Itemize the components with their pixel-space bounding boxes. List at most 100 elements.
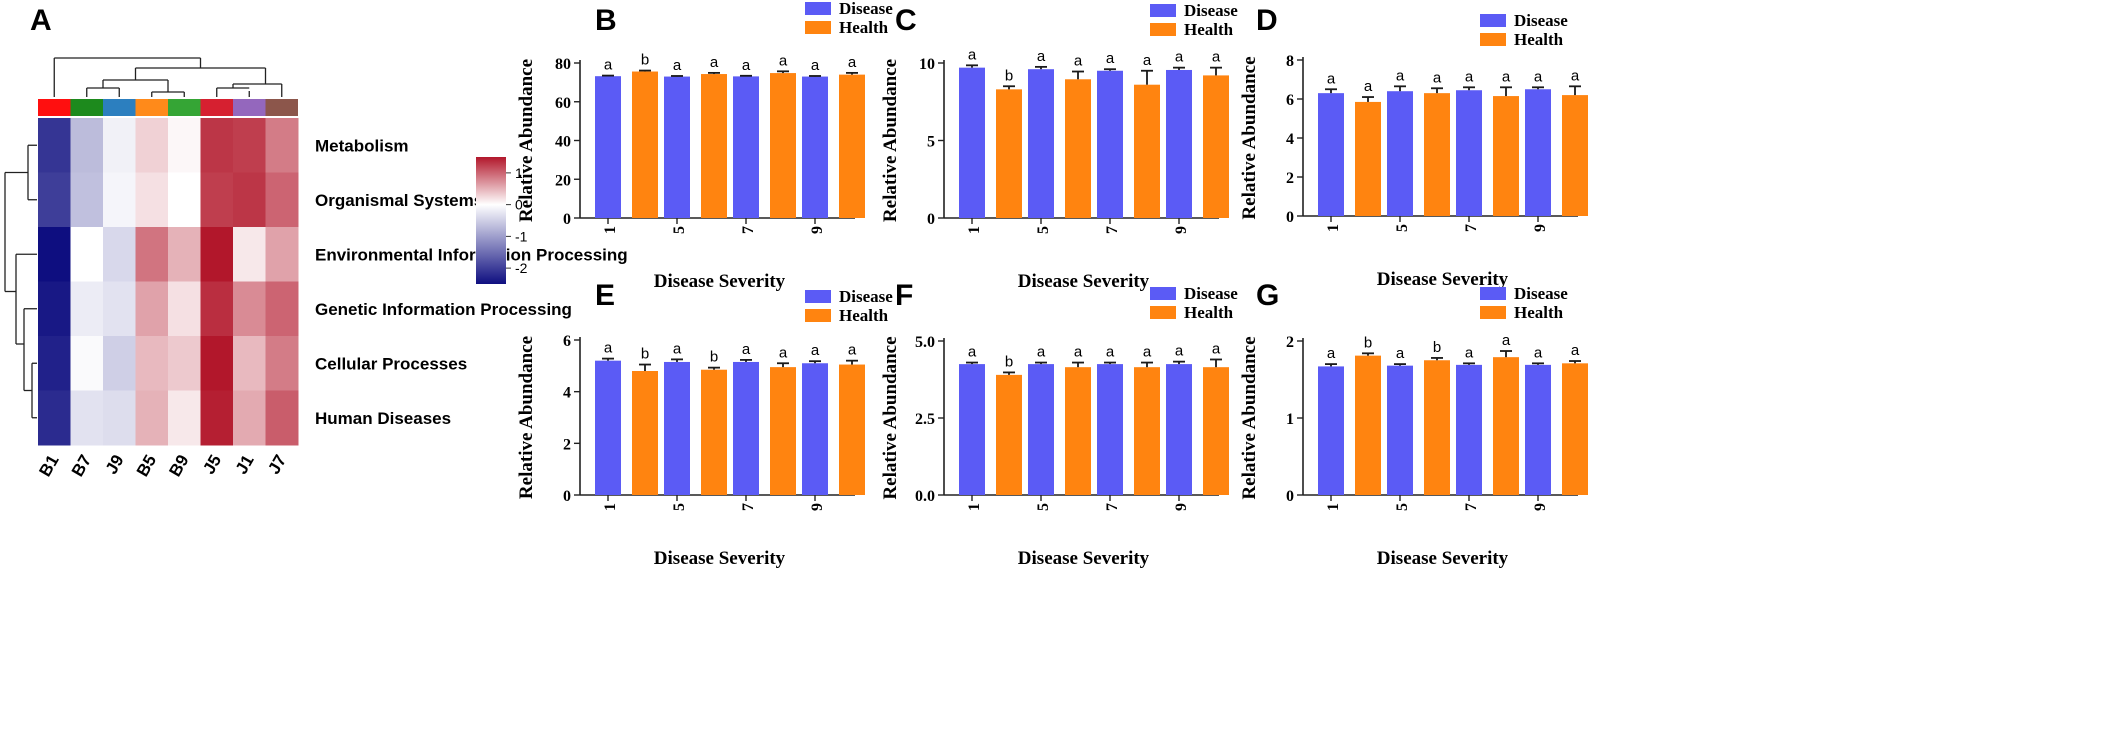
significance-letter: a	[1175, 49, 1184, 66]
bar-health-1	[996, 374, 1022, 495]
heatmap-row-label: Cellular Processes	[315, 354, 467, 373]
legend-swatch-disease	[805, 2, 831, 15]
y-tick-label: 0	[563, 488, 571, 505]
bar-health-9	[839, 74, 865, 218]
x-axis-label: Disease Severity	[1377, 269, 1509, 290]
heatmap-cell	[103, 172, 136, 228]
legend-label-disease: Disease	[839, 287, 893, 306]
heatmap-row-label: Human Diseases	[315, 409, 451, 428]
significance-letter: a	[1465, 344, 1474, 361]
legend-swatch-health	[1480, 33, 1506, 46]
bar-health-5	[701, 74, 727, 218]
panel-label-b: B	[595, 4, 617, 37]
heatmap-cell	[103, 390, 136, 446]
significance-letter: a	[604, 57, 613, 74]
panel-label-e: E	[595, 279, 615, 312]
significance-letter: a	[968, 344, 977, 361]
heatmap-cell	[38, 281, 71, 337]
significance-letter: a	[1074, 344, 1083, 361]
significance-letter: a	[742, 341, 751, 358]
x-tick-label: 9	[1173, 226, 1190, 234]
heatmap-cell	[233, 118, 266, 173]
heatmap-column-label: J1	[232, 452, 258, 478]
x-tick-label: 5	[1035, 503, 1052, 511]
y-tick-label: 2	[1286, 334, 1294, 351]
column-group-swatch-B9	[168, 99, 201, 116]
heatmap-cell	[200, 390, 234, 446]
x-tick-label: 1	[966, 503, 983, 511]
heatmap-cell	[200, 336, 234, 391]
significance-letter: b	[641, 52, 649, 69]
bar-disease-9	[1166, 69, 1192, 218]
x-tick-label: 7	[1463, 503, 1480, 511]
bar-health-9	[1562, 363, 1588, 495]
panel-label-a: A	[30, 4, 52, 37]
significance-letter: a	[1143, 52, 1152, 69]
heatmap-cell	[200, 281, 234, 337]
heatmap-cell	[135, 118, 169, 173]
significance-letter: a	[710, 54, 719, 71]
x-tick-label: 5	[1394, 503, 1411, 511]
bar-disease-7	[733, 361, 759, 495]
heatmap-cell	[70, 281, 104, 337]
legend-swatch-health	[805, 21, 831, 34]
x-tick-label: 9	[1173, 503, 1190, 511]
x-axis-label: Disease Severity	[1377, 548, 1509, 569]
significance-letter: b	[1005, 67, 1013, 84]
heatmap-column-label: B5	[133, 452, 160, 480]
x-tick-label: 7	[1463, 224, 1480, 232]
heatmap-cell	[168, 118, 201, 173]
significance-letter: a	[1502, 332, 1511, 349]
significance-letter: a	[604, 340, 613, 357]
legend-label-disease: Disease	[1514, 284, 1568, 303]
heatmap-cell	[200, 118, 234, 173]
y-tick-label: 8	[1286, 53, 1294, 70]
x-tick-label: 1	[602, 503, 619, 511]
bar-health-7	[770, 367, 796, 495]
x-axis-label: Disease Severity	[654, 271, 786, 292]
heatmap-cell	[135, 390, 169, 446]
colorbar-tick-label: 0	[515, 197, 523, 213]
bar-disease-1	[959, 364, 985, 495]
heatmap-cell	[233, 172, 266, 228]
bar-health-9	[1203, 75, 1229, 219]
x-tick-label: 7	[740, 226, 757, 234]
heatmap-column-label: J5	[199, 452, 225, 478]
heatmap-row-label: Genetic Information Processing	[315, 300, 572, 319]
bar-health-1	[632, 71, 658, 219]
heatmap-cell	[38, 118, 71, 173]
heatmap-cell	[265, 227, 299, 282]
heatmap-cell	[103, 281, 136, 337]
colorbar-tick-label: -2	[515, 260, 528, 276]
heatmap-column-label: B1	[35, 452, 62, 480]
legend-swatch-disease	[805, 290, 831, 303]
y-tick-label: 40	[555, 134, 571, 151]
legend-swatch-disease	[1150, 4, 1176, 17]
x-tick-label: 5	[671, 226, 688, 234]
legend-swatch-health	[1150, 306, 1176, 319]
significance-letter: a	[1396, 345, 1405, 362]
heatmap-column-label: J9	[102, 452, 128, 478]
y-tick-label: 5	[927, 134, 935, 151]
bar-health-7	[1493, 96, 1519, 216]
bar-health-1	[632, 371, 658, 495]
heatmap-cell	[168, 172, 201, 228]
significance-letter: a	[848, 342, 857, 359]
bar-disease-9	[802, 363, 828, 495]
heatmap-cell	[233, 227, 266, 282]
column-group-swatch-J5	[200, 99, 233, 116]
heatmap-cell	[265, 336, 299, 391]
heatmap-cell	[200, 172, 234, 228]
heatmap-cell	[103, 336, 136, 391]
y-tick-label: 10	[919, 56, 935, 73]
significance-letter: a	[779, 52, 788, 69]
x-tick-label: 1	[602, 226, 619, 234]
heatmap-cell	[233, 336, 266, 391]
y-axis-label: Relative Abundance	[880, 336, 901, 499]
bar-health-5	[1424, 360, 1450, 495]
significance-letter: a	[1327, 345, 1336, 362]
significance-letter: b	[710, 349, 718, 366]
y-tick-label: 0	[1286, 209, 1294, 226]
